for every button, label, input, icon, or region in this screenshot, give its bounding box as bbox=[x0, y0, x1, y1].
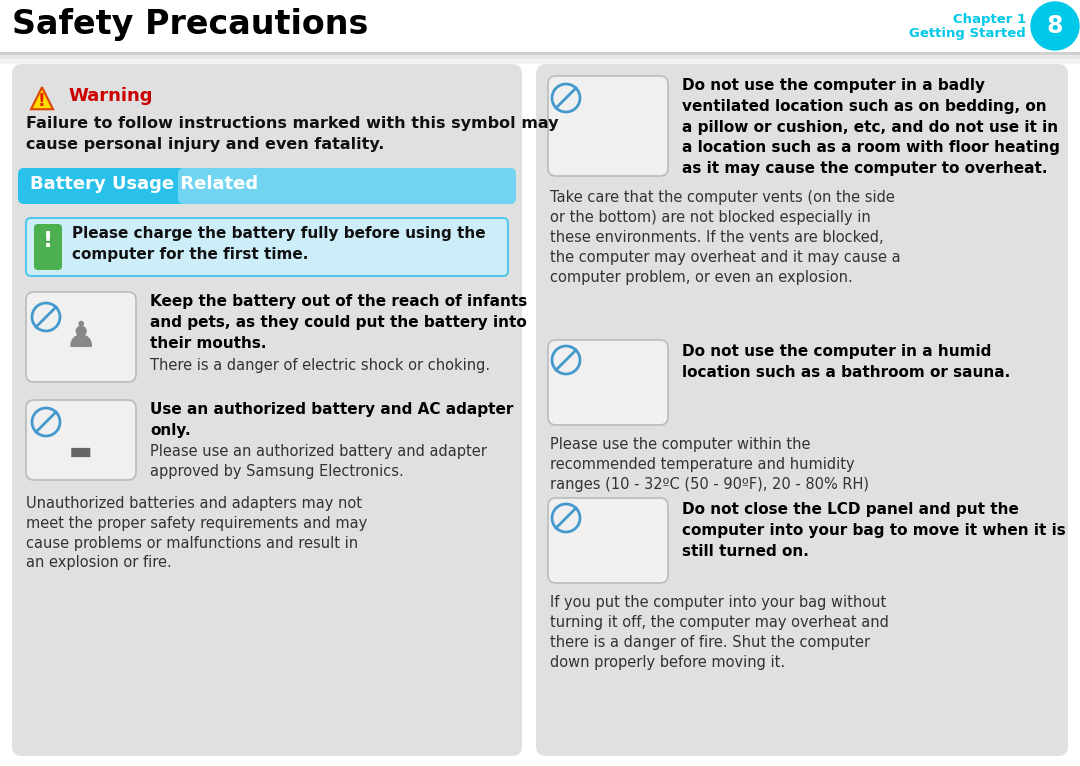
Text: !: ! bbox=[38, 92, 45, 110]
Text: ▬: ▬ bbox=[69, 440, 93, 464]
Bar bbox=[0, 59, 1080, 64]
FancyBboxPatch shape bbox=[26, 218, 508, 276]
Text: Warning: Warning bbox=[68, 87, 152, 105]
Text: Getting Started: Getting Started bbox=[909, 27, 1026, 40]
FancyBboxPatch shape bbox=[548, 76, 669, 176]
Text: Do not close the LCD panel and put the
computer into your bag to move it when it: Do not close the LCD panel and put the c… bbox=[681, 502, 1066, 558]
FancyBboxPatch shape bbox=[18, 168, 516, 204]
Circle shape bbox=[1031, 2, 1079, 50]
Text: Keep the battery out of the reach of infants
and pets, as they could put the bat: Keep the battery out of the reach of inf… bbox=[150, 294, 527, 351]
FancyBboxPatch shape bbox=[33, 224, 62, 270]
Text: Safety Precautions: Safety Precautions bbox=[12, 8, 368, 41]
Text: Do not use the computer in a humid
location such as a bathroom or sauna.: Do not use the computer in a humid locat… bbox=[681, 344, 1010, 380]
Text: 8: 8 bbox=[1047, 14, 1063, 38]
Bar bbox=[0, 52, 1080, 55]
Text: Take care that the computer vents (on the side
or the bottom) are not blocked es: Take care that the computer vents (on th… bbox=[550, 190, 901, 285]
FancyBboxPatch shape bbox=[12, 64, 522, 756]
FancyBboxPatch shape bbox=[26, 400, 136, 480]
Text: Battery Usage Related: Battery Usage Related bbox=[30, 175, 258, 193]
Polygon shape bbox=[31, 87, 53, 110]
Text: If you put the computer into your bag without
turning it off, the computer may o: If you put the computer into your bag wi… bbox=[550, 595, 889, 670]
FancyBboxPatch shape bbox=[536, 64, 1068, 756]
Text: Failure to follow instructions marked with this symbol may
cause personal injury: Failure to follow instructions marked wi… bbox=[26, 116, 558, 152]
Bar bbox=[0, 55, 1080, 59]
Text: Do not use the computer in a badly
ventilated location such as on bedding, on
a : Do not use the computer in a badly venti… bbox=[681, 78, 1059, 176]
Text: Use an authorized battery and AC adapter
only.: Use an authorized battery and AC adapter… bbox=[150, 402, 513, 438]
Text: Please use an authorized battery and adapter
approved by Samsung Electronics.: Please use an authorized battery and ada… bbox=[150, 444, 487, 479]
Text: There is a danger of electric shock or choking.: There is a danger of electric shock or c… bbox=[150, 358, 490, 373]
Text: !: ! bbox=[43, 231, 53, 251]
FancyBboxPatch shape bbox=[26, 292, 136, 382]
Text: ♟: ♟ bbox=[65, 320, 97, 354]
FancyBboxPatch shape bbox=[548, 498, 669, 583]
Text: Please charge the battery fully before using the
computer for the first time.: Please charge the battery fully before u… bbox=[72, 226, 486, 262]
Text: Please use the computer within the
recommended temperature and humidity
ranges (: Please use the computer within the recom… bbox=[550, 437, 869, 492]
Text: Unauthorized batteries and adapters may not
meet the proper safety requirements : Unauthorized batteries and adapters may … bbox=[26, 496, 367, 571]
Bar bbox=[0, 0, 1080, 52]
Text: Chapter 1: Chapter 1 bbox=[953, 13, 1026, 26]
FancyBboxPatch shape bbox=[548, 340, 669, 425]
FancyBboxPatch shape bbox=[178, 168, 516, 204]
